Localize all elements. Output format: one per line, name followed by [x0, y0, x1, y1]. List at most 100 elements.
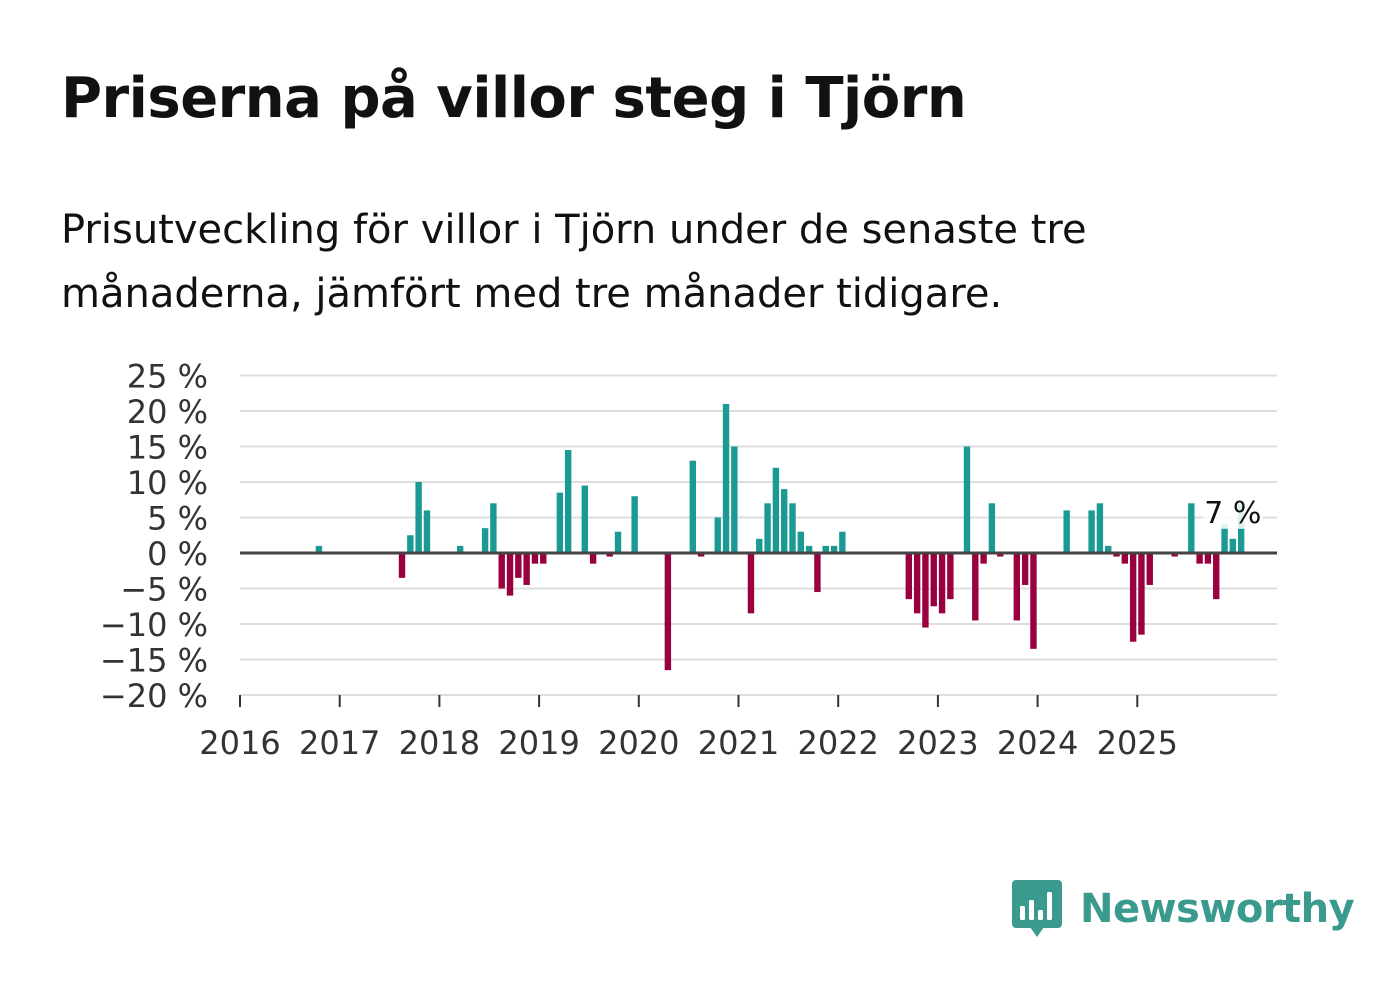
bar-negative	[947, 553, 954, 600]
bar-negative	[540, 553, 547, 564]
bar-positive	[415, 482, 422, 553]
annotations: 7 %	[1202, 490, 1263, 531]
bar-positive	[407, 535, 414, 553]
bar-negative	[515, 553, 522, 578]
x-tick-label: 2021	[698, 724, 779, 762]
bar-negative	[1138, 553, 1145, 635]
bar-negative	[1113, 553, 1120, 557]
chart-title: Priserna på villor steg i Tjörn	[61, 66, 967, 131]
bar-negative	[1213, 553, 1220, 600]
bar-positive	[839, 531, 846, 553]
x-tick-label: 2023	[897, 724, 978, 762]
bar-positive	[1229, 538, 1237, 553]
bar-negative	[747, 553, 755, 614]
bar-negative	[997, 553, 1004, 557]
bar-positive	[564, 450, 572, 553]
grid-lines	[240, 374, 1277, 696]
annotation-background	[1202, 490, 1263, 529]
bar-negative	[523, 553, 530, 585]
bar-negative	[1121, 553, 1129, 564]
bar-series	[315, 403, 1245, 671]
bar-positive	[581, 485, 588, 553]
bar-negative	[922, 553, 929, 628]
x-tick-label: 2024	[997, 724, 1078, 762]
chart-subtitle: Prisutveckling för villor i Tjörn under …	[61, 207, 1087, 317]
y-tick-label: −10 %	[100, 606, 208, 644]
bar-positive	[805, 545, 813, 553]
bar-chart-speech-bubble-icon	[1012, 880, 1062, 937]
bar-positive	[1221, 524, 1228, 553]
bar-negative	[1196, 553, 1203, 564]
bar-negative	[697, 553, 705, 557]
y-tick-label: −15 %	[100, 642, 208, 680]
bar-negative	[1129, 553, 1137, 642]
bar-negative	[1013, 553, 1021, 621]
y-tick-label: 0 %	[147, 535, 208, 573]
y-tick-label: 15 %	[127, 429, 208, 467]
bar-positive	[789, 503, 796, 553]
y-tick-label: 20 %	[127, 393, 208, 431]
bar-positive	[714, 517, 721, 553]
bar-positive	[764, 503, 771, 553]
bar-negative	[1146, 553, 1153, 585]
bar-positive	[1088, 510, 1095, 553]
latest-value-label: 7 %	[1204, 496, 1261, 531]
x-tick-label: 2025	[1097, 724, 1178, 762]
x-tick-label: 2019	[498, 724, 579, 762]
bar-negative	[930, 553, 937, 607]
bar-positive	[556, 492, 564, 553]
x-tick-label: 2022	[797, 724, 878, 762]
bar-negative	[1021, 553, 1029, 585]
bar-negative	[531, 553, 539, 564]
bar-positive	[456, 545, 464, 553]
bar-negative	[972, 553, 979, 621]
bar-negative	[814, 553, 821, 593]
bar-positive	[722, 403, 730, 553]
bar-negative	[980, 553, 987, 564]
bar-positive	[1063, 510, 1070, 553]
bar-positive	[490, 503, 497, 553]
bar-positive	[689, 460, 696, 553]
bar-positive	[315, 545, 323, 553]
bar-negative	[498, 553, 505, 589]
bar-positive	[731, 446, 738, 553]
brand-logo: Newsworthy	[1012, 880, 1355, 938]
bar-positive	[772, 467, 780, 553]
bar-positive	[481, 528, 489, 553]
brand-name: Newsworthy	[1080, 886, 1355, 932]
bar-positive	[781, 489, 788, 553]
bar-negative	[1030, 553, 1037, 649]
bar-positive	[963, 446, 971, 553]
y-tick-label: 10 %	[127, 464, 208, 502]
x-axis: 2016 2017 2018 2019 2020 2021 2022 2023 2024 2025	[199, 551, 1277, 762]
bar-positive	[756, 538, 763, 553]
bar-negative	[398, 553, 406, 578]
y-tick-label: 5 %	[147, 500, 208, 538]
x-tick-label: 2017	[299, 724, 380, 762]
bar-positive	[614, 531, 622, 553]
y-axis-labels: 25 %20 %15 %10 %5 %0 %−5 %−10 %−15 %−20 …	[100, 358, 208, 716]
x-tick-label: 2018	[399, 724, 480, 762]
bar-negative	[589, 553, 597, 564]
bar-negative	[913, 553, 921, 614]
x-tick-label: 2016	[199, 724, 280, 762]
bar-positive	[1096, 503, 1104, 553]
bar-positive	[822, 545, 829, 553]
y-tick-label: −5 %	[120, 571, 208, 609]
bar-negative	[506, 553, 514, 596]
bar-negative	[905, 553, 913, 600]
y-tick-label: −20 %	[100, 677, 208, 715]
bar-negative	[606, 553, 613, 557]
y-tick-label: 25 %	[127, 358, 208, 396]
bar-negative	[938, 553, 946, 614]
bar-negative	[664, 553, 672, 671]
bar-positive	[1188, 503, 1195, 553]
bar-negative	[1204, 553, 1212, 564]
bar-positive	[988, 503, 996, 553]
bar-positive	[423, 510, 431, 553]
x-tick-label: 2020	[598, 724, 679, 762]
bar-positive	[1105, 545, 1112, 553]
bar-positive	[830, 545, 838, 553]
bar-positive	[631, 496, 638, 553]
